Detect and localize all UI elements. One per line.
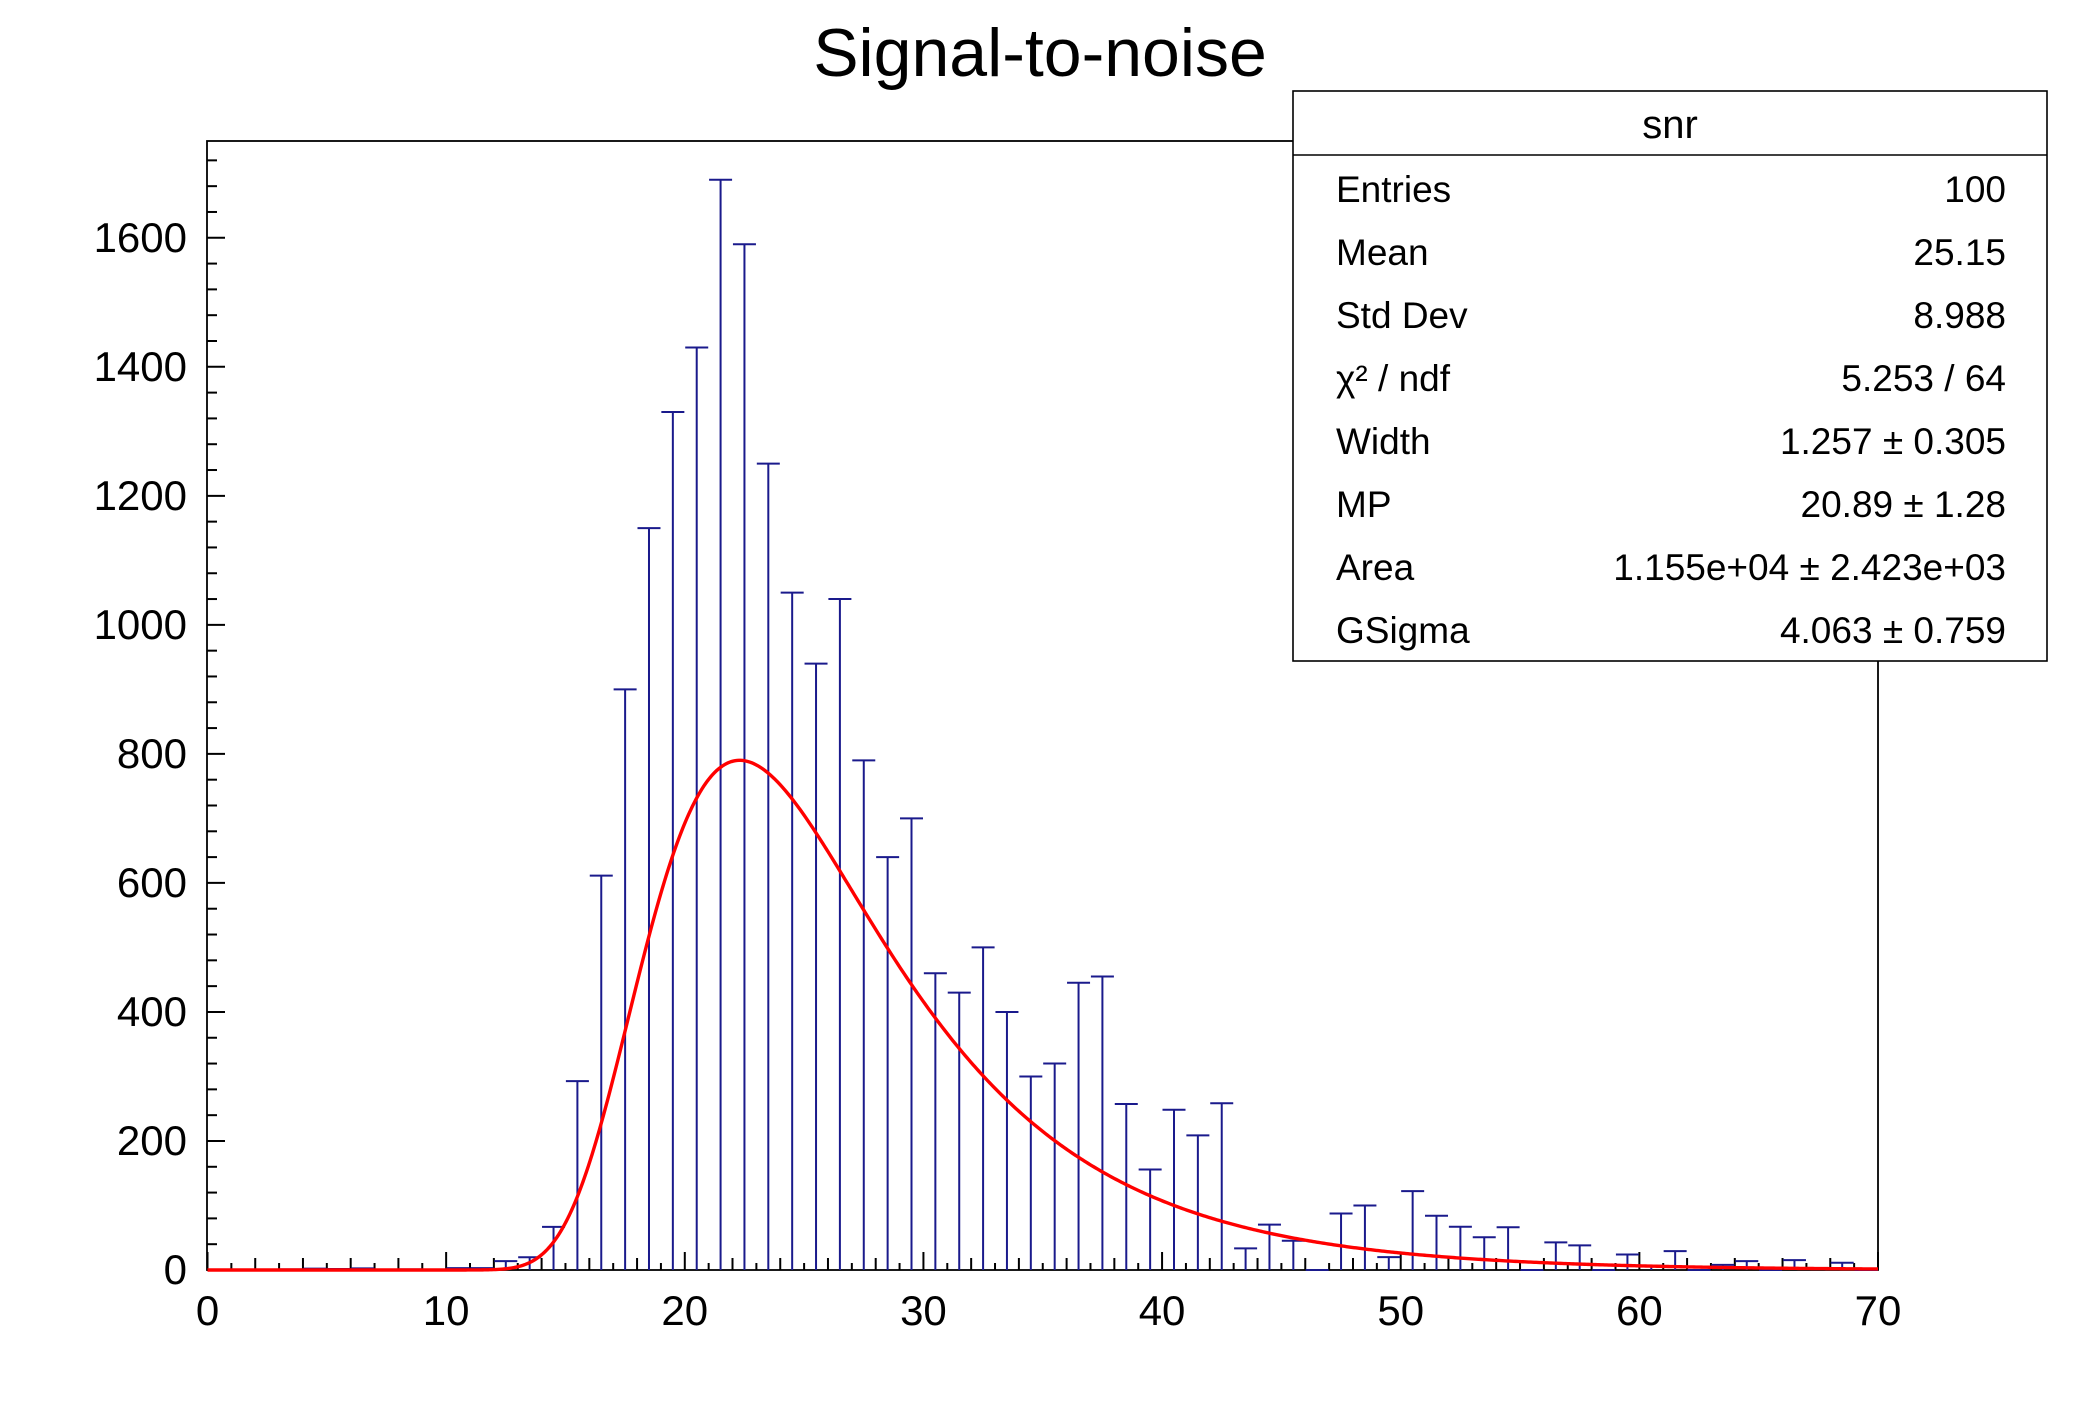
svg-text:1400: 1400 bbox=[94, 343, 187, 390]
svg-text:800: 800 bbox=[117, 730, 187, 777]
svg-text:600: 600 bbox=[117, 859, 187, 906]
svg-text:Entries: Entries bbox=[1336, 169, 1451, 210]
svg-text:1.257 ± 0.305: 1.257 ± 0.305 bbox=[1780, 421, 2006, 462]
svg-text:60: 60 bbox=[1616, 1287, 1663, 1334]
svg-text:200: 200 bbox=[117, 1117, 187, 1164]
svg-text:Signal-to-noise: Signal-to-noise bbox=[813, 15, 1267, 91]
svg-text:30: 30 bbox=[900, 1287, 947, 1334]
svg-text:10: 10 bbox=[423, 1287, 470, 1334]
svg-text:25.15: 25.15 bbox=[1913, 232, 2006, 273]
svg-text:Area: Area bbox=[1336, 547, 1415, 588]
svg-text:20: 20 bbox=[661, 1287, 708, 1334]
svg-text:Mean: Mean bbox=[1336, 232, 1429, 273]
svg-text:5.253 / 64: 5.253 / 64 bbox=[1841, 358, 2006, 399]
svg-text:40: 40 bbox=[1139, 1287, 1186, 1334]
svg-text:0: 0 bbox=[164, 1246, 187, 1293]
svg-text:8.988: 8.988 bbox=[1913, 295, 2006, 336]
svg-text:1600: 1600 bbox=[94, 214, 187, 261]
svg-text:0: 0 bbox=[196, 1287, 219, 1334]
svg-text:χ² / ndf: χ² / ndf bbox=[1336, 358, 1451, 399]
svg-text:snr: snr bbox=[1642, 103, 1698, 147]
svg-text:70: 70 bbox=[1855, 1287, 1902, 1334]
svg-text:1.155e+04 ± 2.423e+03: 1.155e+04 ± 2.423e+03 bbox=[1613, 547, 2006, 588]
svg-text:50: 50 bbox=[1377, 1287, 1424, 1334]
svg-text:1200: 1200 bbox=[94, 472, 187, 519]
svg-text:400: 400 bbox=[117, 988, 187, 1035]
svg-text:MP: MP bbox=[1336, 484, 1392, 525]
svg-text:100: 100 bbox=[1944, 169, 2006, 210]
svg-text:GSigma: GSigma bbox=[1336, 610, 1470, 651]
svg-text:Std Dev: Std Dev bbox=[1336, 295, 1468, 336]
svg-text:Width: Width bbox=[1336, 421, 1431, 462]
svg-text:1000: 1000 bbox=[94, 601, 187, 648]
svg-text:20.89 ± 1.28: 20.89 ± 1.28 bbox=[1801, 484, 2006, 525]
svg-text:4.063 ± 0.759: 4.063 ± 0.759 bbox=[1780, 610, 2006, 651]
